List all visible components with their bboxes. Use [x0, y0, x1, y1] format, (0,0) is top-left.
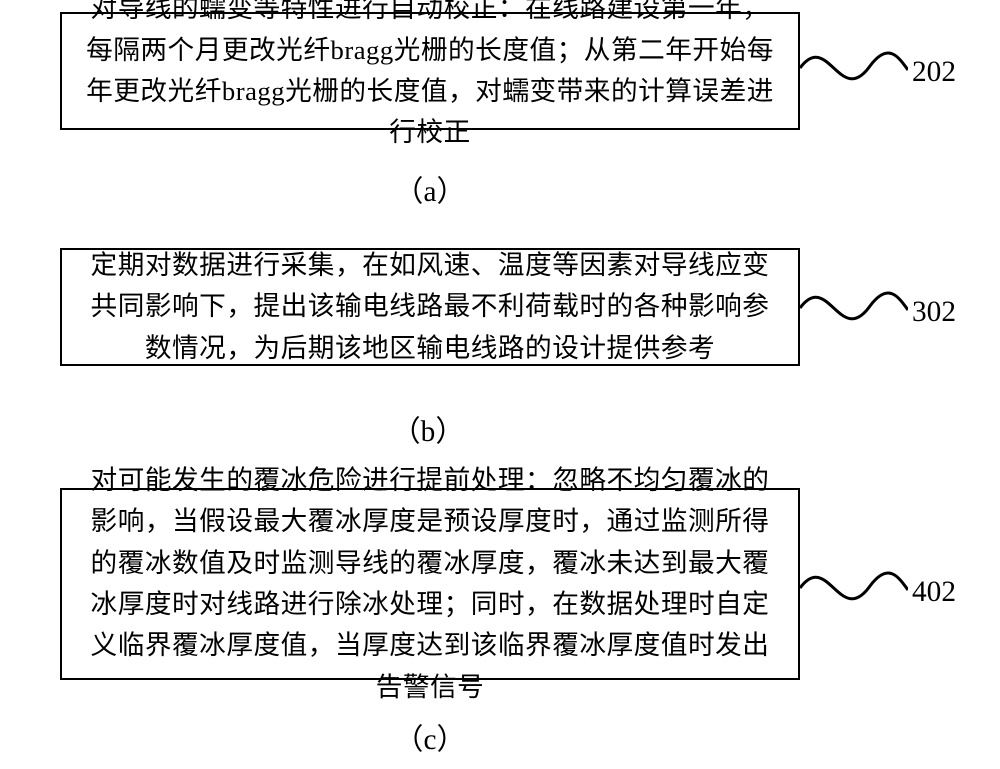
- connector-302: [800, 288, 908, 328]
- sub-label-c: （c）: [390, 716, 470, 758]
- flow-block-202-text: 对导线的蠕变等特性进行自动校正：在线路建设第一年，每隔两个月更改光纤bragg光…: [80, 0, 780, 154]
- flow-block-302: 定期对数据进行采集，在如风速、温度等因素对导线应变共同影响下，提出该输电线路最不…: [60, 248, 800, 366]
- connector-402: [800, 568, 908, 608]
- flow-block-402: 对可能发生的覆冰危险进行提前处理：忽略不均匀覆冰的影响，当假设最大覆冰厚度是预设…: [60, 488, 800, 680]
- ref-label-302: 302: [912, 296, 956, 329]
- flow-block-402-text: 对可能发生的覆冰危险进行提前处理：忽略不均匀覆冰的影响，当假设最大覆冰厚度是预设…: [80, 460, 780, 708]
- sub-label-a: （a）: [390, 168, 470, 210]
- flow-block-302-text: 定期对数据进行采集，在如风速、温度等因素对导线应变共同影响下，提出该输电线路最不…: [80, 245, 780, 369]
- connector-202: [800, 48, 908, 88]
- sub-label-b: （b）: [388, 408, 468, 450]
- ref-label-202: 202: [912, 56, 956, 89]
- flow-block-202: 对导线的蠕变等特性进行自动校正：在线路建设第一年，每隔两个月更改光纤bragg光…: [60, 12, 800, 130]
- ref-label-402: 402: [912, 576, 956, 609]
